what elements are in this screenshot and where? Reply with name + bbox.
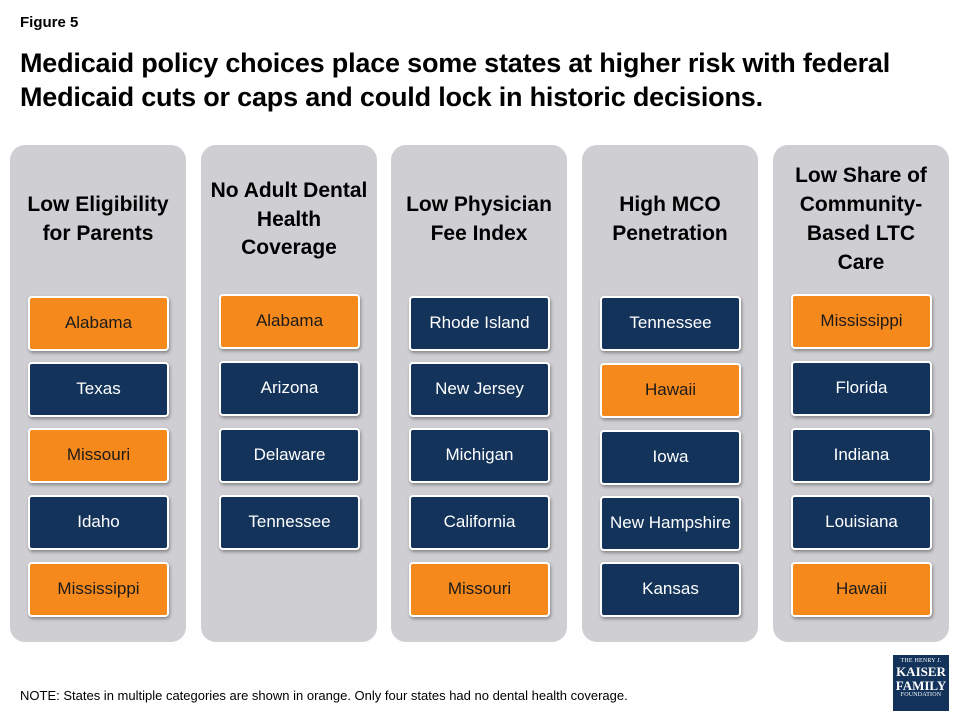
state-tile: Iowa (600, 430, 741, 485)
state-tile: Indiana (791, 428, 932, 483)
column-heading: Low Eligibility for Parents (27, 193, 169, 245)
state-tile: Missouri (409, 562, 550, 617)
state-tile: California (409, 495, 550, 550)
state-tile: Idaho (28, 495, 169, 550)
state-tile: Alabama (219, 294, 360, 349)
logo-line: KAISER (896, 664, 946, 680)
state-tile: Hawaii (791, 562, 932, 617)
column-heading: High MCO Penetration (612, 193, 728, 245)
figure-label: Figure 5 (20, 14, 79, 31)
column-low-eligibility: Low Eligibility for Parents Alabama Texa… (10, 145, 186, 642)
state-tile: Arizona (219, 361, 360, 416)
logo-line: FAMILY (895, 677, 947, 693)
column-low-community-ltc: Low Share of Community-Based LTC Care Mi… (773, 145, 949, 642)
page-title: Medicaid policy choices place some state… (20, 48, 891, 113)
state-tile: Michigan (409, 428, 550, 483)
state-tile: New Hampshire (600, 496, 741, 551)
logo-line: THE HENRY J. (900, 658, 942, 664)
state-tile: Hawaii (600, 363, 741, 418)
column-no-dental: No Adult Dental Health Coverage Alabama … (201, 145, 377, 642)
kff-logo: THE HENRY J. KAISER FAMILY FOUNDATION (893, 655, 949, 711)
column-heading: Low Physician Fee Index (406, 193, 552, 245)
state-tile: Missouri (28, 428, 169, 483)
column-high-mco: High MCO Penetration Tennessee Hawaii Io… (582, 145, 758, 642)
column-low-physician-fee: Low Physician Fee Index Rhode Island New… (391, 145, 567, 642)
state-tile: Florida (791, 361, 932, 416)
state-tile: Tennessee (219, 495, 360, 550)
state-tile: Mississippi (791, 294, 932, 349)
state-tile: Delaware (219, 428, 360, 483)
logo-line: FOUNDATION (900, 692, 942, 699)
column-heading: No Adult Dental Health Coverage (210, 178, 368, 260)
state-tile: Rhode Island (409, 296, 550, 351)
state-tile: New Jersey (409, 362, 550, 417)
state-tile: Mississippi (28, 562, 169, 617)
state-tile: Tennessee (600, 296, 741, 351)
state-tile: Texas (28, 362, 169, 417)
state-tile: Alabama (28, 296, 169, 351)
column-heading: Low Share of Community-Based LTC Care (795, 164, 927, 274)
footnote: NOTE: States in multiple categories are … (20, 688, 628, 703)
state-tile: Kansas (600, 562, 741, 617)
state-tile: Louisiana (791, 495, 932, 550)
